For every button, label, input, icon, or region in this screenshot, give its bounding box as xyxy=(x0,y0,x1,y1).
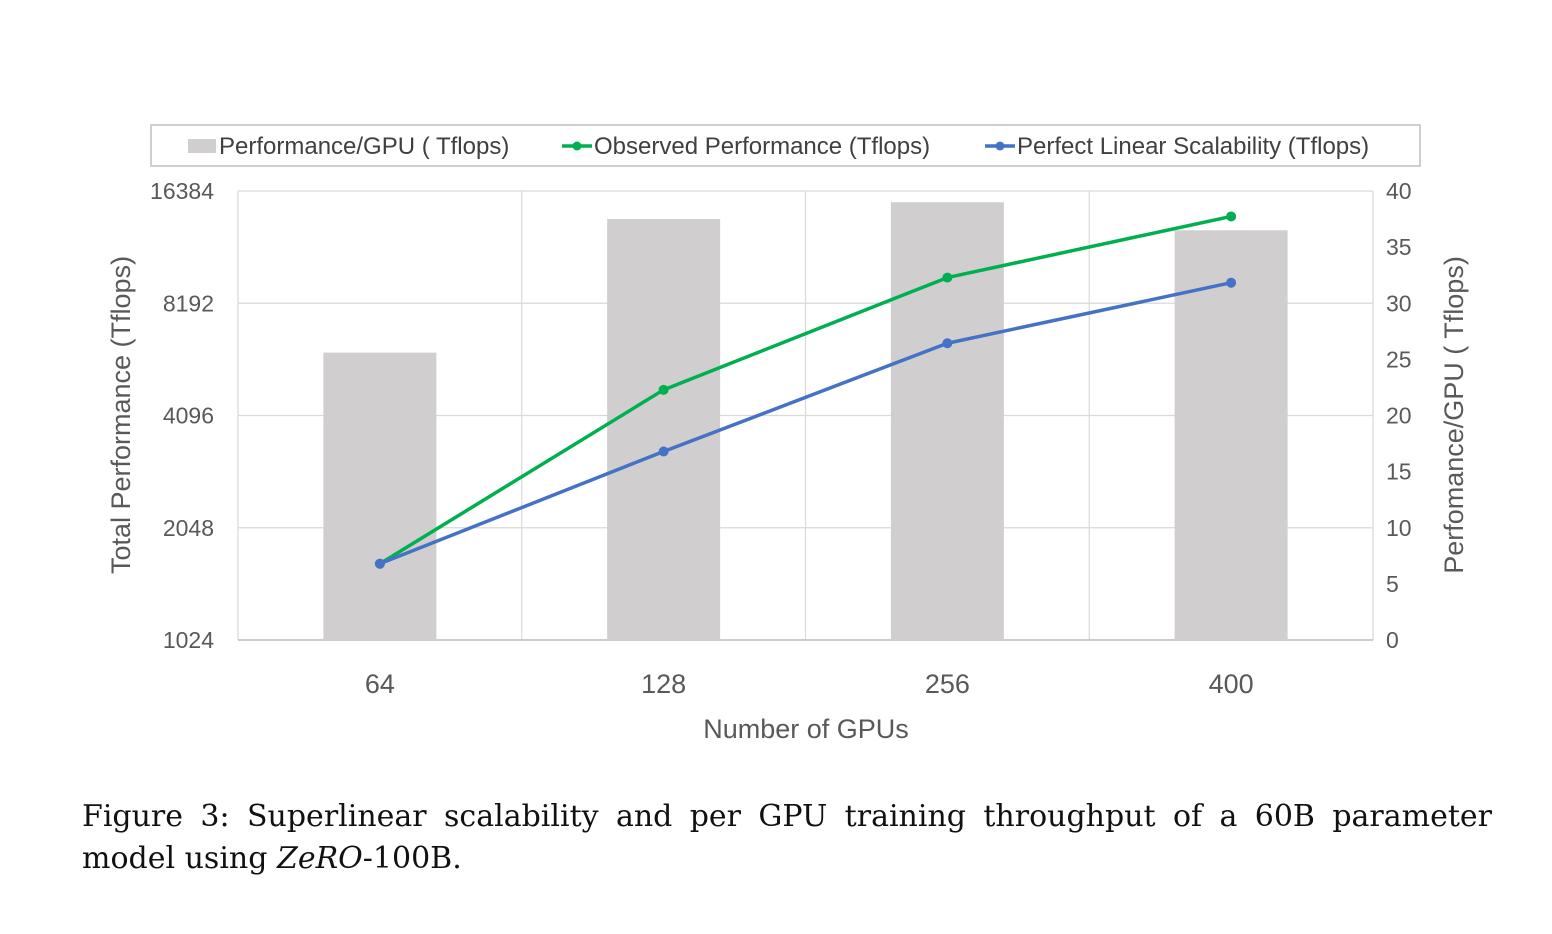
left-tick-label: 2048 xyxy=(163,515,214,541)
bar-64 xyxy=(323,352,437,640)
right-axis-title: Perfomance/GPU ( Tflops) xyxy=(1439,256,1469,574)
caption-emphasis: ZeRO xyxy=(276,841,363,876)
series-1-point-400 xyxy=(1226,211,1237,222)
left-tick-label: 16384 xyxy=(150,178,214,204)
right-tick-label: 20 xyxy=(1386,403,1412,429)
caption-label: Figure 3: xyxy=(82,799,230,834)
x-tick-label: 64 xyxy=(365,669,395,699)
right-axis-ticks: 40 35 30 25 20 15 10 5 0 xyxy=(1386,178,1412,653)
series-line-2 xyxy=(379,280,1232,566)
legend-box xyxy=(150,124,1421,167)
figure-caption: Figure 3: Superlinear scalability and pe… xyxy=(82,796,1492,880)
legend-label: Performance/GPU ( Tflops) xyxy=(219,133,509,160)
legend-swatch-marker xyxy=(995,141,1005,151)
series-2-point-256 xyxy=(942,338,953,349)
bar-128 xyxy=(607,219,721,640)
x-tick-label: 128 xyxy=(641,669,686,699)
left-tick-label: 1024 xyxy=(163,627,214,653)
series-1-point-128 xyxy=(658,384,669,395)
legend: Performance/GPU ( Tflops) Observed Perfor… xyxy=(188,133,1369,160)
legend-label: Observed Performance (Tflops) xyxy=(594,133,930,160)
legend-label: Perfect Linear Scalability (Tflops) xyxy=(1017,133,1369,160)
right-tick-label: 15 xyxy=(1386,459,1412,485)
x-tick-label: 256 xyxy=(925,669,970,699)
right-tick-label: 35 xyxy=(1386,234,1412,260)
left-axis-ticks: 16384 8192 4096 2048 1024 xyxy=(150,178,214,653)
series-2-point-400 xyxy=(1226,277,1237,288)
right-tick-label: 30 xyxy=(1386,290,1412,316)
x-axis-title: Number of GPUs xyxy=(703,714,909,744)
x-axis-ticks: 64 128 256 400 xyxy=(365,669,1254,699)
right-tick-label: 40 xyxy=(1386,178,1412,204)
right-tick-label: 25 xyxy=(1386,346,1412,372)
right-tick-label: 5 xyxy=(1386,571,1399,597)
legend-swatch-bar xyxy=(188,139,216,153)
left-tick-label: 8192 xyxy=(163,290,214,316)
series-line-1 xyxy=(378,214,1232,566)
right-tick-label: 10 xyxy=(1386,515,1412,541)
left-tick-label: 4096 xyxy=(163,403,214,429)
caption-suffix: -100B. xyxy=(362,841,462,876)
line-series xyxy=(374,211,1237,569)
right-tick-label: 0 xyxy=(1386,627,1399,653)
series-2-point-64 xyxy=(374,558,385,569)
series-1-point-256 xyxy=(942,272,953,283)
bar-400 xyxy=(1174,230,1288,640)
left-axis-title: Total Performance (Tflops) xyxy=(106,256,136,574)
x-tick-label: 400 xyxy=(1209,669,1254,699)
legend-swatch-marker xyxy=(572,141,582,151)
caption-text: Superlinear scalability and per GPU trai… xyxy=(82,799,1492,876)
bar-series xyxy=(323,202,1288,640)
series-2-point-128 xyxy=(658,446,669,457)
